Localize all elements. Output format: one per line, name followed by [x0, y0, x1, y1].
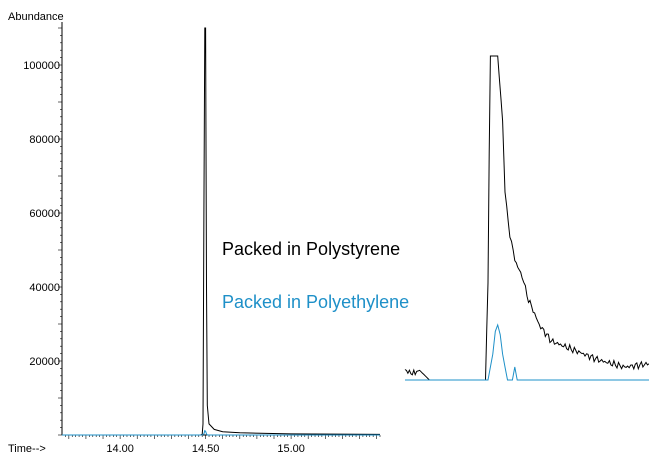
y-tick-label: 100000 — [23, 60, 60, 72]
x-tick-label: 14.50 — [192, 443, 220, 454]
x-axis-title: Time--> — [8, 443, 46, 454]
y-tick-label: 40000 — [29, 282, 60, 294]
y-tick-label: 20000 — [29, 356, 60, 368]
inset-series-line-0 — [404, 55, 649, 381]
x-tick-label: 15.00 — [277, 443, 305, 454]
legend: Packed in Polystyrene Packed in Polyethyl… — [222, 239, 409, 312]
main-series-line-1 — [62, 429, 380, 436]
legend-label-0: Packed in Polystyrene — [222, 239, 400, 259]
y-tick-label: 60000 — [29, 208, 60, 220]
x-tick-label: 14.00 — [106, 443, 134, 454]
main-axes: 20000 40000 60000 80000 100000 14.00 14.50 15.0… — [8, 11, 381, 454]
y-tick-label: 80000 — [29, 134, 60, 146]
main-series-line-0 — [62, 27, 381, 436]
y-axis-title: Abundance — [8, 11, 64, 23]
main-traces — [62, 27, 381, 436]
legend-label-1: Packed in Polyethylene — [222, 292, 409, 312]
inset-plot — [404, 55, 649, 381]
inset-series-line-1 — [405, 323, 649, 381]
